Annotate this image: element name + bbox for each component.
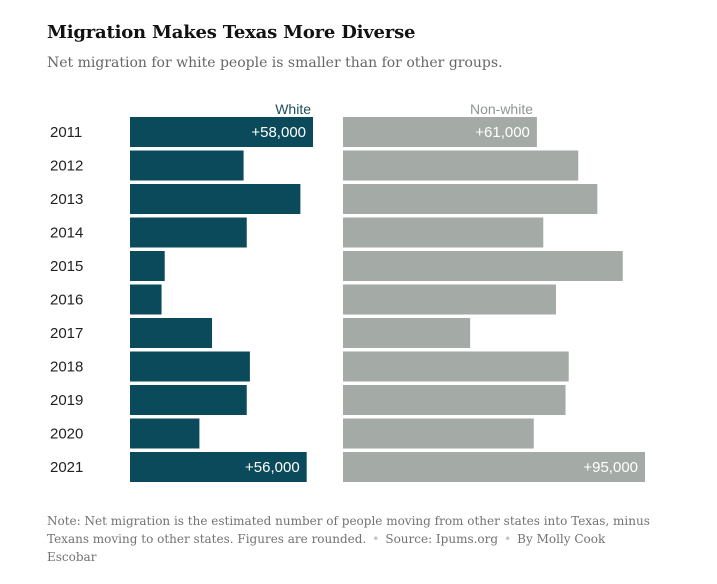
chart-subtitle: Net migration for white people is smalle… — [47, 55, 503, 71]
bar-value-label: +58,000 — [251, 124, 306, 141]
white-bar — [130, 418, 200, 449]
white-bar — [130, 184, 301, 214]
nonwhite-bar — [343, 318, 471, 348]
year-label: 2011 — [50, 124, 82, 141]
year-label: 2014 — [50, 225, 83, 242]
nonwhite-bar — [343, 217, 544, 248]
year-label: 2018 — [50, 359, 83, 376]
nonwhite-bar — [343, 418, 534, 449]
bar-value-label: +61,000 — [475, 124, 530, 141]
year-label: 2013 — [50, 191, 83, 208]
white-bar — [130, 351, 250, 382]
year-label: 2015 — [50, 258, 83, 275]
note-text: Note: Net migration is the estimated num… — [47, 514, 650, 546]
separator-dot: • — [372, 532, 380, 546]
nonwhite-bar — [343, 150, 579, 181]
nonwhite-bar — [343, 117, 537, 147]
white-bar — [130, 251, 165, 281]
nonwhite-bar — [343, 284, 556, 315]
chart-footnote: Note: Net migration is the estimated num… — [47, 512, 657, 566]
white-bar — [130, 150, 244, 181]
year-label: 2016 — [50, 292, 83, 309]
bar-value-label: +56,000 — [245, 459, 300, 476]
white-bar — [130, 452, 307, 482]
nonwhite-bar — [343, 452, 645, 482]
white-bar — [130, 284, 162, 315]
white-bar — [130, 217, 247, 248]
year-label: 2021 — [50, 459, 83, 476]
year-label: 2012 — [50, 158, 83, 175]
chart-title: Migration Makes Texas More Diverse — [47, 22, 416, 43]
source-text: Source: Ipums.org — [385, 532, 499, 546]
year-label: 2020 — [50, 426, 83, 443]
white-bar — [130, 117, 313, 147]
nonwhite-bar — [343, 184, 598, 214]
white-bar — [130, 318, 213, 348]
white-bar — [130, 385, 247, 415]
series-header: Non-white — [470, 101, 533, 117]
bar-value-label: +95,000 — [583, 459, 638, 476]
series-header: White — [275, 101, 311, 117]
year-label: 2019 — [50, 392, 83, 409]
year-label: 2017 — [50, 325, 83, 342]
bar-chart: White Non-white 2011 +58,000 +61,000 2012 2013… — [50, 101, 645, 482]
nonwhite-bar — [343, 385, 566, 415]
nonwhite-bar — [343, 251, 623, 281]
separator-dot: • — [504, 532, 512, 546]
byline-text: By Molly Cook Escobar — [47, 532, 606, 564]
nonwhite-bar — [343, 351, 569, 382]
